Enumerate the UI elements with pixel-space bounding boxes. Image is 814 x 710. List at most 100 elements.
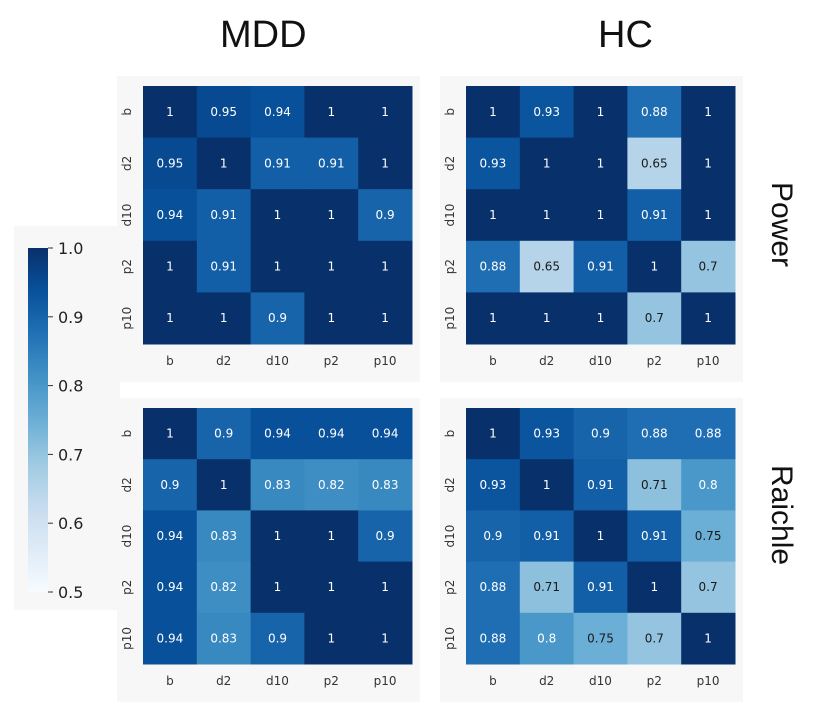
heatmap-cell-label: 1 [489,208,497,222]
y-tick-label: p10 [443,627,457,650]
heatmap-cell [681,137,736,190]
heatmap-cell [196,561,252,614]
heatmap-cell [466,86,521,139]
heatmap-cell [573,292,628,345]
column-title-hc: HC [598,14,653,56]
heatmap-cell-label: 0.93 [533,427,560,441]
heatmap-cell [519,240,575,293]
heatmap-cell [250,137,305,190]
heatmap-cell [519,189,575,242]
heatmap-cell-label: 0.7 [645,311,664,325]
heatmap-cell [358,408,413,460]
heatmap-cell [358,561,413,614]
heatmap-cell [358,292,413,345]
heatmap-cell [681,240,736,293]
heatmap-cell-label: 1 [597,105,605,119]
heatmap-cell [519,292,575,345]
heatmap-cell-label: 0.88 [641,427,668,441]
y-tick-label: p10 [443,307,457,330]
heatmap-cell-label: 1 [220,156,228,170]
heatmap-cell [573,189,628,242]
heatmap-cell-label: 1 [704,105,712,119]
heatmap-cell-label: 1 [381,580,389,594]
y-tick-label: d2 [120,156,134,171]
heatmap-cell-label: 0.93 [533,105,560,119]
heatmap-cell-label: 1 [274,580,282,594]
heatmap-cell-label: 0.83 [210,529,237,543]
heatmap-cell-label: 1 [381,105,389,119]
heatmap-cell [250,240,305,293]
heatmap-cell [250,408,305,460]
colorbar-tick-label: 0.7 [58,445,83,464]
y-tick-label: p2 [443,580,457,595]
heatmap-cell-label: 0.91 [210,260,237,274]
heatmap-cell [143,561,198,614]
heatmap-cell [358,189,413,242]
heatmap-cell [519,561,575,614]
heatmap-panel-mdd-power: 1 0.95 0.94 1 1 0.95 1 0.91 0.91 1 0.94 0.91 1 1 0.9 1 0… [117,76,420,382]
heatmap-cell [466,292,521,345]
heatmap-cell [143,137,198,190]
heatmap-cell [681,510,736,563]
heatmap-cell-label: 0.8 [699,478,718,492]
heatmap-cell [681,612,736,665]
heatmap-cell [196,612,252,665]
y-tick-label: p2 [120,580,134,595]
heatmap-cell [466,240,521,293]
heatmap-cell [358,459,413,511]
y-tick-label: d10 [443,204,457,227]
y-tick-label: b [443,430,457,438]
heatmap-cell-label: 0.9 [268,311,287,325]
heatmap-cell [466,137,521,190]
x-tick-label: d2 [539,674,554,688]
heatmap-cell [573,240,628,293]
heatmap-cell-label: 0.94 [372,427,399,441]
x-tick-label: b [166,354,174,368]
x-tick-label: b [489,354,497,368]
heatmap-cell [573,612,628,665]
heatmap-cell-label: 0.94 [157,631,184,645]
colorbar-tick-label: 0.6 [58,514,83,533]
heatmap-cell [681,86,736,139]
y-tick-label: b [120,108,134,116]
y-tick-label: d10 [120,525,134,548]
heatmap-cell-label: 1 [327,208,335,222]
heatmap-cell-label: 1 [543,208,551,222]
heatmap-cell [304,292,359,345]
heatmap-cell [250,612,305,665]
heatmap-cell [143,408,198,460]
x-tick-label: d10 [266,674,289,688]
heatmap-cell-label: 0.9 [483,529,502,543]
heatmap-cell [681,561,736,614]
heatmap-cell-label: 1 [166,260,174,274]
heatmap-cell [250,292,305,345]
heatmap-cell [466,459,521,511]
heatmap-cell-label: 1 [274,208,282,222]
heatmap-cell [358,612,413,665]
heatmap-cell-label: 1 [704,156,712,170]
heatmap-cell-label: 0.91 [210,208,237,222]
heatmap-cell [573,510,628,563]
heatmap-cell [358,86,413,139]
heatmap-cell [627,240,682,293]
heatmap-cell [143,292,198,345]
x-tick-label: d10 [589,354,612,368]
x-tick-label: p2 [647,354,662,368]
x-tick-label: d2 [216,674,231,688]
heatmap-cell [196,240,252,293]
heatmap-cell-label: 0.71 [533,580,560,594]
heatmap-cell-label: 0.91 [587,580,614,594]
x-tick-label: d2 [216,354,231,368]
heatmap-cell [143,240,198,293]
y-tick-label: d2 [443,156,457,171]
heatmap-cell [519,510,575,563]
heatmap-cell-label: 0.94 [264,427,291,441]
heatmap-hc-power: 1 0.93 1 0.88 1 0.93 1 1 0.65 1 1 1 1 0.91 1 0.88 0.65 0.… [443,86,736,368]
heatmap-cell-label: 1 [650,260,658,274]
heatmap-cell-label: 0.75 [587,631,614,645]
heatmap-cell-label: 0.71 [641,478,668,492]
heatmap-cell [196,510,252,563]
heatmap-cell [143,86,198,139]
y-tick-label: p2 [443,259,457,274]
x-tick-label: p10 [374,354,397,368]
